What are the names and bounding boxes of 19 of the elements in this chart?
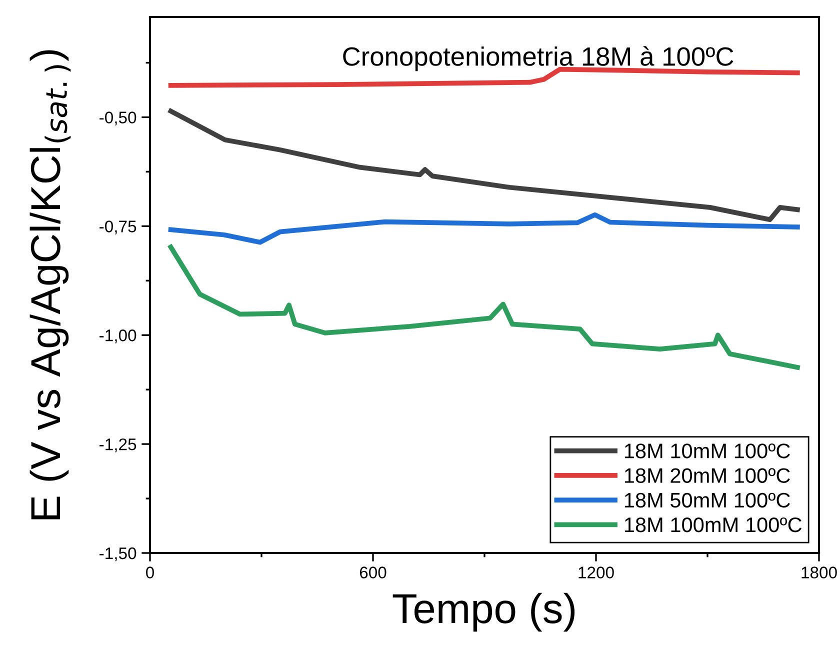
x-axis-title: Tempo (s) (392, 592, 575, 632)
y-tick-label: -1,00 (100, 330, 136, 344)
y-tick-label: -1,25 (100, 438, 136, 452)
y-tick-label: -1,50 (100, 547, 136, 562)
x-tick-label: 600 (360, 566, 386, 578)
y-tick-label: -0,75 (100, 220, 136, 234)
legend-label: 18M 100mM 100ºC (624, 517, 802, 532)
legend-label: 18M 20mM 100ºC (624, 468, 790, 483)
x-tick-label: 1800 (802, 566, 837, 578)
line-series (168, 212, 800, 245)
x-tick-label: 1200 (578, 566, 614, 578)
legend-label: 18M 10mM 100ºC (624, 444, 790, 458)
y-axis-title: E (V vs Ag/AgCl/KCl$_{(sat.)}$) (30, 50, 71, 520)
x-tick-label: 0 (146, 566, 154, 578)
y-tick-label: -0,50 (100, 112, 136, 126)
line-series (168, 244, 800, 370)
line-series (168, 108, 800, 222)
legend-label: 18M 50mM 100ºC (624, 492, 790, 508)
text: Cronopoteniometria 18M à 100ºC (343, 46, 734, 72)
